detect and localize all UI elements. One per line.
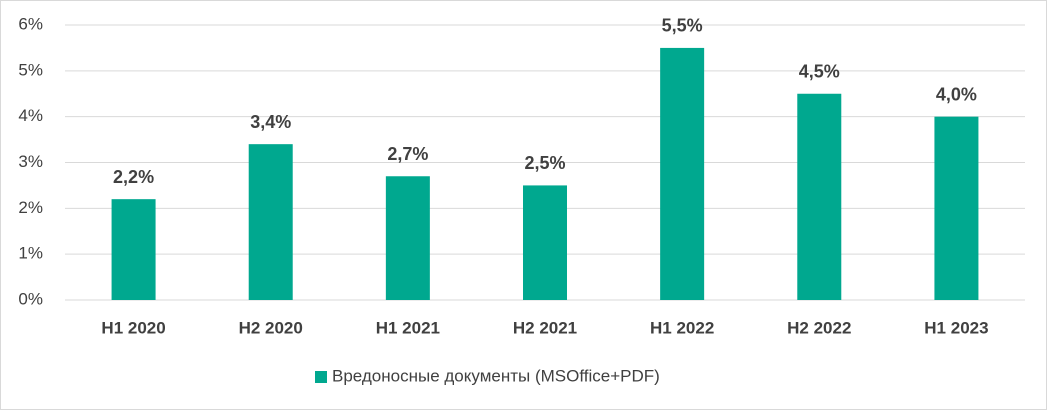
bar — [660, 47, 705, 300]
bar — [248, 144, 293, 300]
x-tick-label: H1 2020 — [101, 318, 165, 337]
x-tick-label: H2 2021 — [513, 318, 577, 337]
y-tick-label: 5% — [18, 60, 43, 79]
x-tick-label: H2 2020 — [239, 318, 303, 337]
data-label: 3,4% — [250, 112, 291, 132]
y-tick-label: 0% — [18, 289, 43, 308]
x-tick-label: H1 2023 — [924, 318, 988, 337]
bar — [523, 185, 567, 300]
x-tick-label: H2 2022 — [787, 318, 851, 337]
data-label: 4,0% — [936, 84, 977, 104]
y-tick-label: 1% — [18, 244, 43, 263]
legend-label: Вредоносные документы (MSOffice+PDF) — [332, 366, 660, 385]
bar — [385, 176, 430, 300]
x-tick-label: H1 2021 — [376, 318, 440, 337]
data-label: 5,5% — [662, 16, 703, 36]
y-tick-label: 2% — [18, 198, 43, 217]
bar — [797, 93, 842, 300]
data-label: 2,2% — [113, 167, 154, 187]
legend-swatch — [315, 371, 327, 383]
x-tick-label: H1 2022 — [650, 318, 714, 337]
y-tick-label: 4% — [18, 106, 43, 125]
bar — [934, 116, 979, 301]
data-label: 2,5% — [524, 153, 565, 173]
data-label: 2,7% — [387, 144, 428, 164]
bar — [111, 199, 156, 300]
data-label: 4,5% — [799, 62, 840, 82]
y-tick-label: 6% — [18, 14, 43, 33]
y-tick-label: 3% — [18, 152, 43, 171]
